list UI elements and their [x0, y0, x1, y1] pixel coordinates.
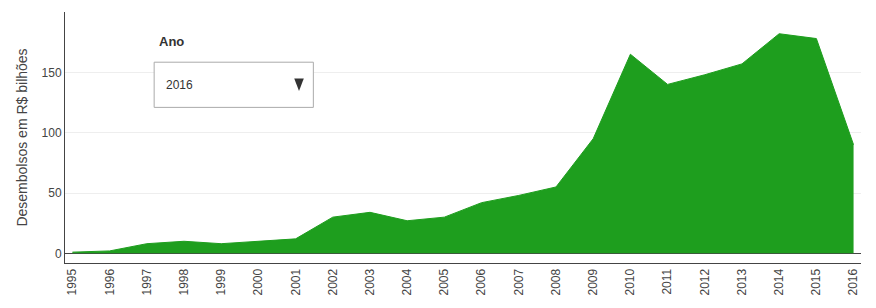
svg-text:1995: 1995: [65, 268, 79, 295]
svg-text:Desembolsos em R$ bilhões: Desembolsos em R$ bilhões: [14, 48, 30, 226]
svg-text:2011: 2011: [660, 268, 674, 294]
svg-text:2013: 2013: [735, 268, 749, 295]
svg-text:1998: 1998: [177, 268, 191, 295]
svg-text:2014: 2014: [772, 268, 786, 295]
svg-text:1997: 1997: [140, 268, 154, 295]
svg-text:100: 100: [42, 126, 62, 140]
svg-text:2016: 2016: [846, 268, 860, 295]
svg-text:2005: 2005: [437, 268, 451, 295]
svg-text:2016: 2016: [166, 78, 193, 92]
svg-text:2006: 2006: [475, 268, 489, 295]
svg-text:150: 150: [42, 66, 62, 80]
svg-text:2009: 2009: [586, 268, 600, 295]
svg-text:50: 50: [48, 186, 62, 200]
svg-text:2002: 2002: [326, 268, 340, 295]
svg-text:1999: 1999: [214, 268, 228, 295]
svg-text:2000: 2000: [251, 268, 265, 295]
svg-text:2003: 2003: [363, 268, 377, 295]
svg-text:0: 0: [55, 247, 62, 261]
svg-text:Ano: Ano: [159, 34, 184, 49]
svg-text:2008: 2008: [549, 268, 563, 295]
svg-text:2015: 2015: [809, 268, 823, 295]
svg-text:2001: 2001: [289, 268, 303, 295]
svg-text:1996: 1996: [103, 268, 117, 295]
svg-text:2007: 2007: [512, 268, 526, 295]
svg-text:2004: 2004: [400, 268, 414, 295]
svg-text:2012: 2012: [698, 268, 712, 295]
svg-text:2010: 2010: [623, 268, 637, 295]
